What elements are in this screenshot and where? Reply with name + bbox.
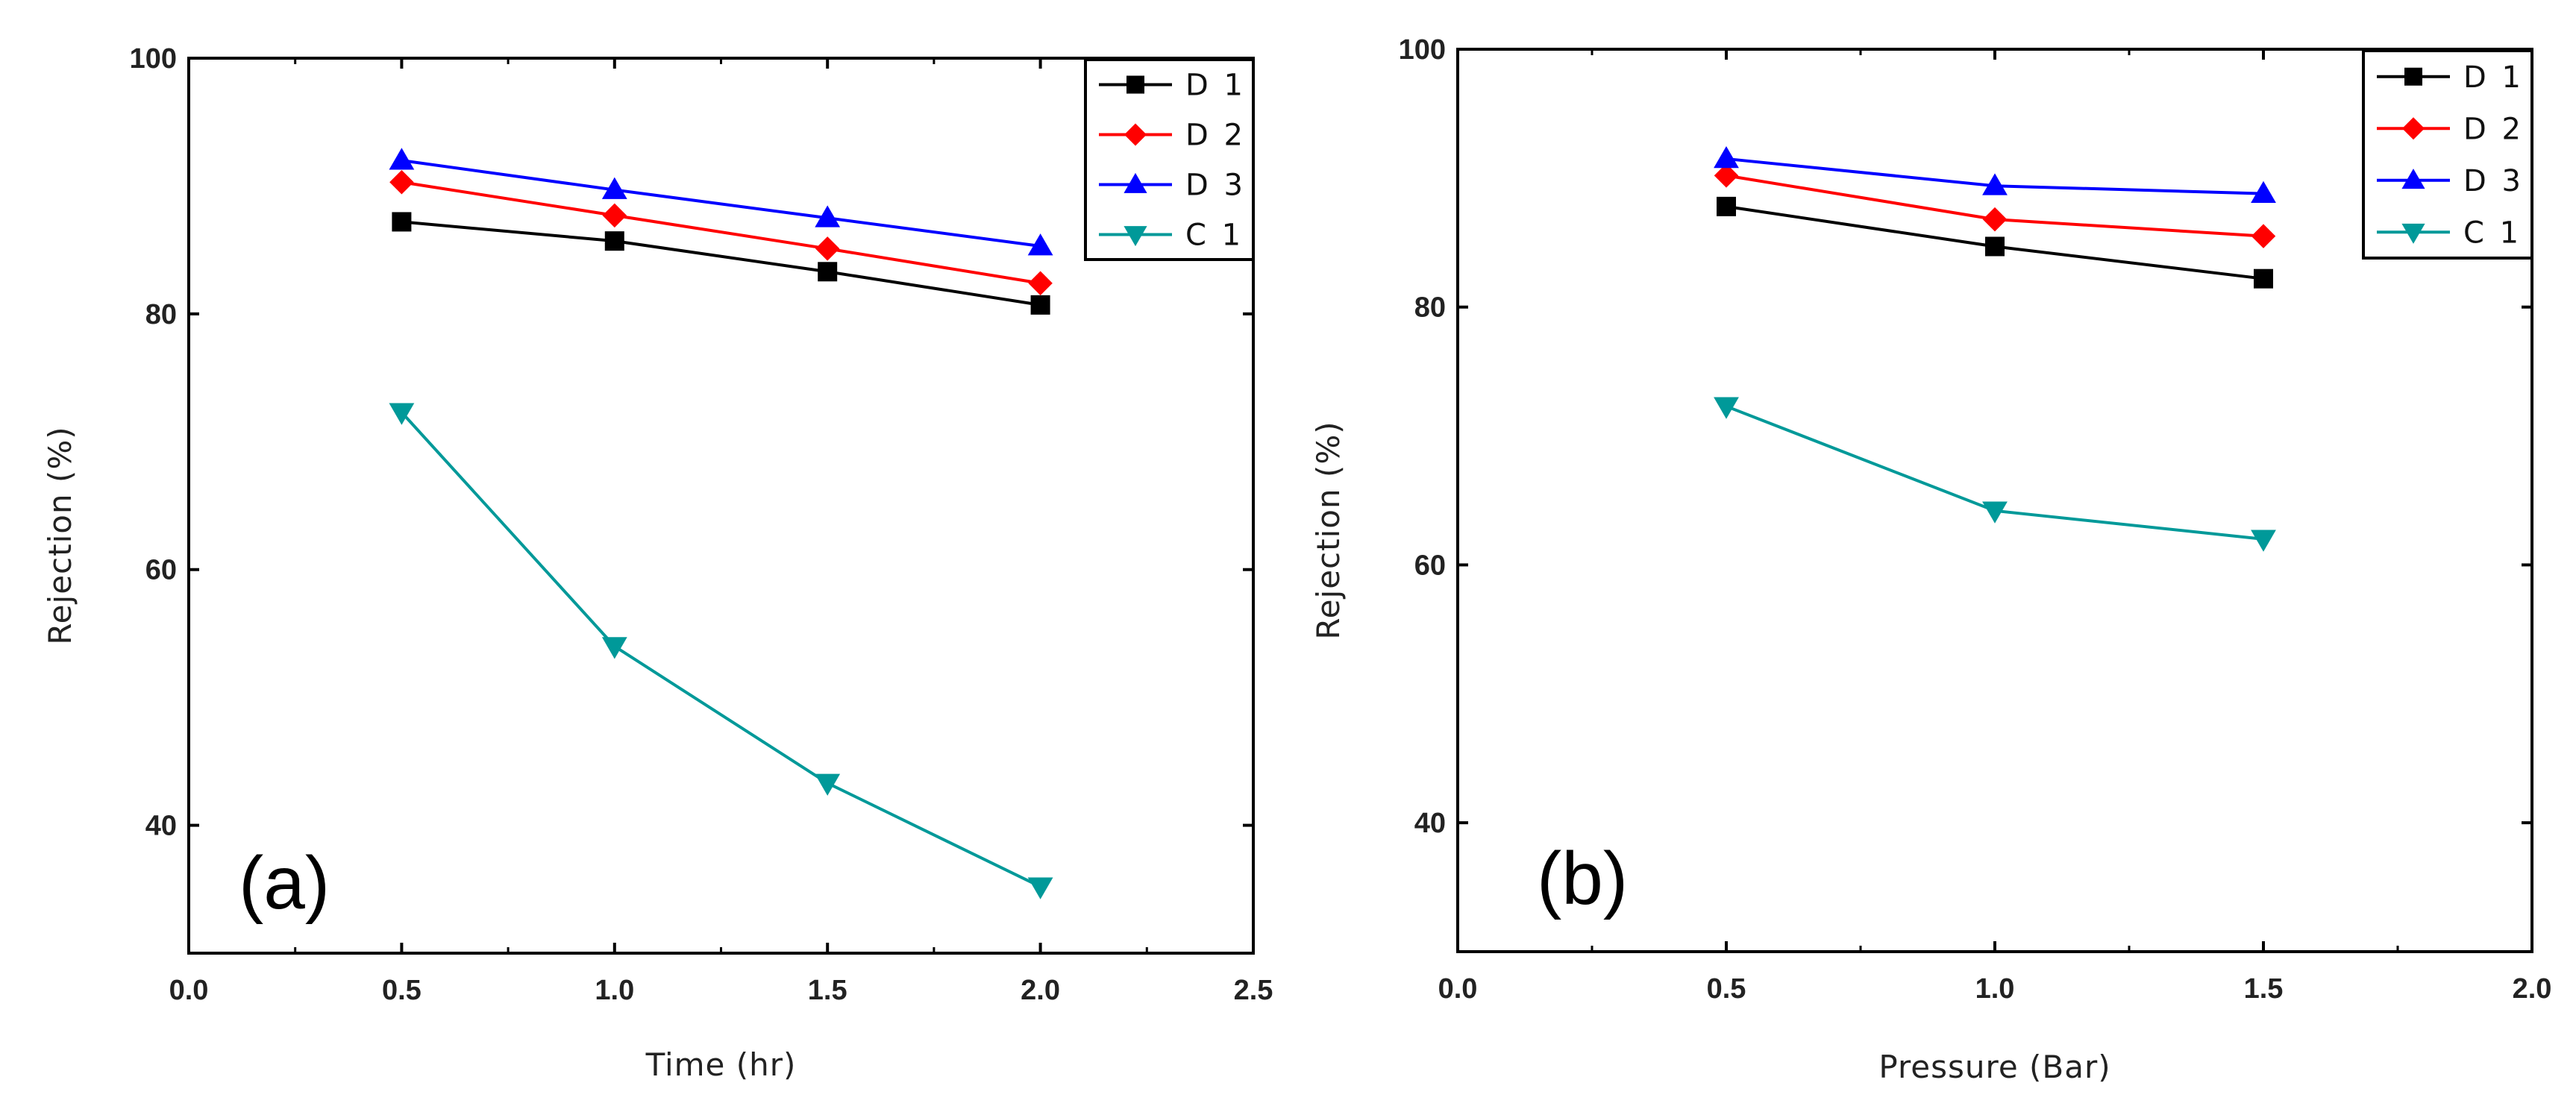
data-point-a-0-2 [818, 262, 838, 282]
y-tick-label-b: 40 [1414, 808, 1446, 839]
x-tick-label-a: 0.0 [169, 975, 209, 1006]
data-point-a-1-2 [815, 236, 840, 261]
x-tick-label-b: 0.5 [1707, 973, 1746, 1005]
series-line-a-2 [401, 159, 1041, 248]
data-point-b-3-1 [1982, 501, 2008, 524]
data-point-a-1-1 [602, 203, 627, 228]
x-tick-label-a: 1.5 [808, 975, 847, 1006]
panel-label-b: (b) [1537, 837, 1628, 920]
legend-label-b-0: D 1 [2463, 60, 2524, 95]
legend-box-a [1084, 58, 1255, 261]
x-tick-label-b: 1.0 [1975, 973, 2015, 1005]
data-point-b-1-0 [1714, 163, 1739, 188]
legend-label-b-3: C 1 [2463, 216, 2522, 250]
legend-marker-a-1 [1124, 123, 1147, 146]
y-axis-title-b: Rejection (%) [1310, 421, 1347, 639]
legend-label-b-1: D 2 [2463, 112, 2524, 146]
legend-label-a-2: D 3 [1185, 169, 1246, 203]
data-point-b-2-1 [1982, 173, 2008, 195]
x-tick-label-a: 1.0 [595, 975, 634, 1006]
legend-marker-b-3 [2401, 223, 2425, 244]
x-tick-label-b: 2.0 [2513, 973, 2552, 1005]
x-tick-label-a: 2.5 [1234, 975, 1273, 1006]
series-line-a-3 [400, 411, 1041, 888]
data-point-a-2-2 [815, 205, 841, 227]
y-tick-label-a: 40 [145, 811, 177, 842]
data-point-a-3-0 [389, 403, 415, 425]
data-point-a-0-1 [604, 231, 624, 251]
legend-marker-a-0 [1126, 75, 1144, 94]
data-point-b-0-1 [1985, 236, 2005, 257]
data-point-b-2-0 [1714, 146, 1739, 169]
data-point-a-1-0 [389, 170, 414, 195]
legend-marker-b-1 [2402, 117, 2425, 140]
legend-label-a-0: D 1 [1185, 69, 1246, 103]
panel-label-a: (a) [239, 841, 330, 925]
y-tick-label-b: 80 [1414, 292, 1446, 324]
x-axis-title-b: Pressure (Bar) [1878, 1049, 2110, 1085]
y-tick-label-a: 80 [145, 299, 177, 330]
x-tick-label-b: 0.0 [1438, 973, 1478, 1005]
y-tick-label-b: 60 [1414, 550, 1446, 581]
y-tick-label-a: 60 [145, 555, 177, 586]
data-point-a-3-2 [815, 773, 841, 796]
chart-panel-b: 0.0 0.5 1.0 1.5 2.0 40 60 80 100 Pressure (Bar) Re… [1310, 34, 2551, 1085]
y-tick-label-b: 100 [1399, 34, 1446, 66]
x-tick-label-a: 2.0 [1021, 975, 1060, 1006]
legend-label-a-1: D 2 [1185, 119, 1246, 153]
legend-marker-b-2 [2401, 169, 2425, 189]
legend-box-b [2362, 49, 2533, 260]
series-line-a-1 [401, 180, 1041, 285]
series-line-a-0 [401, 220, 1041, 307]
data-point-b-1-1 [1982, 207, 2008, 232]
data-point-a-2-0 [389, 148, 415, 170]
data-point-b-0-2 [2254, 268, 2273, 289]
data-point-a-0-0 [392, 212, 412, 232]
data-point-b-3-0 [1714, 397, 1739, 419]
legend-marker-a-2 [1124, 172, 1147, 193]
data-point-b-2-2 [2251, 180, 2276, 203]
legend-label-a-3: C 1 [1185, 219, 1244, 253]
chart-panel-a: 0.0 0.5 1.0 1.5 2.0 2.5 40 60 80 100 Time (hr) Reje… [42, 43, 1273, 1083]
data-point-a-3-3 [1027, 877, 1053, 899]
y-axis-title-a: Rejection (%) [42, 426, 78, 644]
legend-label-b-2: D 3 [2463, 164, 2524, 198]
data-point-a-2-1 [601, 177, 627, 199]
data-point-a-2-3 [1027, 233, 1053, 256]
data-point-b-3-2 [2251, 530, 2276, 552]
data-point-a-3-1 [601, 637, 627, 659]
data-point-b-0-0 [1717, 196, 1736, 216]
y-tick-label-a: 100 [130, 43, 177, 75]
legend-marker-b-0 [2404, 67, 2422, 86]
x-axis-title-a: Time (hr) [645, 1046, 797, 1083]
x-tick-label-a: 0.5 [382, 975, 422, 1006]
data-point-b-1-2 [2251, 224, 2276, 248]
data-point-a-1-3 [1028, 271, 1053, 295]
x-tick-label-b: 1.5 [2244, 973, 2284, 1005]
data-point-a-0-3 [1030, 295, 1050, 315]
legend-marker-a-3 [1124, 226, 1147, 247]
